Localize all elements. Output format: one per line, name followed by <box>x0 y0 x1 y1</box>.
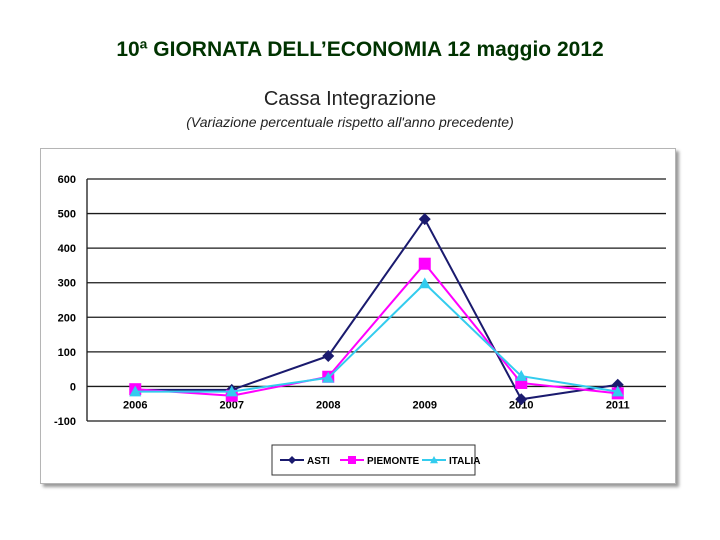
legend-label-italia: ITALIA <box>449 456 480 467</box>
series-line-italia <box>135 282 618 393</box>
y-tick-label: 400 <box>58 243 76 255</box>
legend-label-asti: ASTI <box>307 456 330 467</box>
y-tick-label: 500 <box>58 209 76 221</box>
data-point-italia <box>225 385 238 397</box>
legend-label-piemonte: PIEMONTE <box>367 456 420 467</box>
data-point-italia <box>611 385 624 397</box>
chart-frame: -100 0 100 200 300 400 500 600 2006 2007 2008 2009 2… <box>40 148 676 484</box>
x-tick-label: 2009 <box>413 399 437 411</box>
legend-marker-asti <box>288 456 296 464</box>
series-line-piemonte <box>135 262 618 397</box>
chart-subtitle: Cassa Integrazione <box>263 88 437 110</box>
data-point-asti <box>515 393 528 406</box>
data-point-italia <box>322 371 335 383</box>
data-point-asti <box>322 350 335 363</box>
line-chart: -100 0 100 200 300 400 500 600 2006 2007 2008 2009 2… <box>54 174 666 476</box>
x-tick-label: 2007 <box>220 399 244 411</box>
data-point-italia <box>418 277 431 289</box>
y-tick-label: -100 <box>54 416 76 428</box>
data-point-asti <box>611 378 624 391</box>
legend-marker-italia <box>430 456 438 464</box>
x-tick-label: 2006 <box>123 399 147 411</box>
y-tick-label: 300 <box>58 278 76 290</box>
chart-note: (Variazione percentuale rispetto all'ann… <box>186 114 514 130</box>
y-tick-label: 600 <box>58 174 76 186</box>
legend-marker-piemonte <box>348 456 356 464</box>
x-tick-label: 2010 <box>509 399 533 411</box>
y-tick-label: 0 <box>70 381 76 393</box>
data-point-asti <box>418 213 431 226</box>
series-line-asti <box>135 217 618 401</box>
x-tick-label: 2008 <box>316 399 340 411</box>
y-tick-label: 200 <box>58 312 76 324</box>
page-title: 10ª GIORNATA DELL’ECONOMIA 12 maggio 201… <box>116 38 604 61</box>
x-tick-label: 2011 <box>606 399 630 411</box>
y-tick-label: 100 <box>58 347 76 359</box>
data-point-piemonte <box>418 257 431 270</box>
data-point-italia <box>129 385 142 397</box>
data-point-italia <box>515 370 528 381</box>
